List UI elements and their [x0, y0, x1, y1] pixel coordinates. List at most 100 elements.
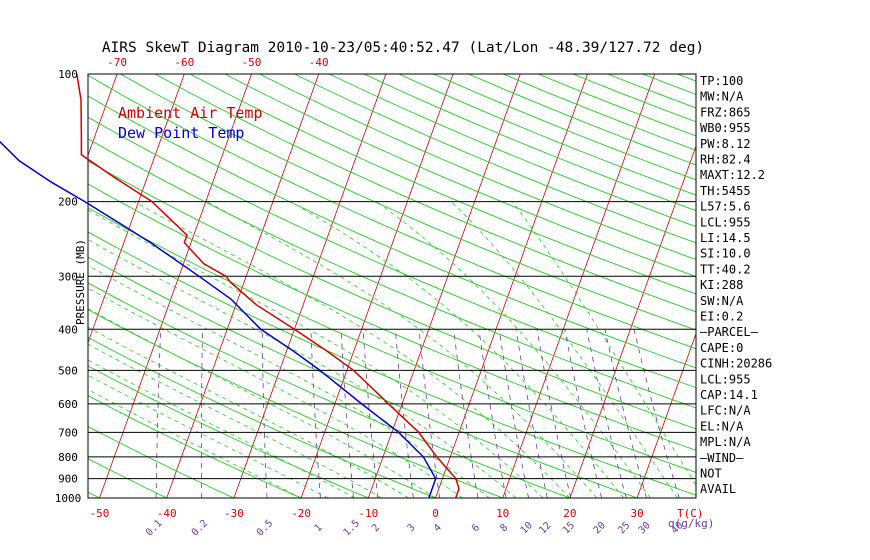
dry-adiabat-line: [88, 160, 696, 430]
moist-adiabat-line: [133, 201, 571, 498]
moist-adiabat-line: [88, 209, 544, 498]
mixing-ratio-tick-label: 20: [592, 520, 608, 536]
mixing-ratio-label: q(g/kg): [668, 517, 714, 530]
dry-adiabat-line: [433, 74, 696, 181]
moist-adiabat-line: [88, 359, 356, 498]
index-label: CINH:20286: [700, 357, 772, 371]
index-label: SW:N/A: [700, 294, 744, 308]
top-temp-tick-label: -50: [242, 56, 262, 69]
dry-adiabat-line: [224, 74, 696, 278]
dry-adiabat-line: [294, 74, 696, 244]
isotherm-line: [233, 74, 387, 498]
bottom-temp-tick-label: 10: [496, 507, 509, 520]
plot-area: [0, 74, 870, 507]
mixing-ratio-line: [418, 329, 440, 498]
y-tick-label: 700: [58, 426, 78, 439]
grid-layer: [0, 73, 870, 507]
bottom-temp-tick-label: -50: [90, 507, 110, 520]
isotherm-line: [502, 74, 656, 498]
index-label: CAP:14.1: [700, 388, 758, 402]
dry-adiabat-line: [88, 207, 696, 473]
dew-point-temp-line: [0, 140, 437, 499]
dry-adiabat-line: [817, 74, 870, 507]
bottom-temp-tick-label: 20: [563, 507, 576, 520]
mixing-ratio-line: [564, 329, 602, 498]
index-label: RH:82.4: [700, 153, 751, 167]
mixing-ratio-line: [340, 329, 354, 498]
isotherm-line: [0, 74, 50, 498]
mixing-ratio-tick-label: 4: [432, 522, 444, 534]
dry-adiabat-line: [88, 116, 696, 389]
moist-adiabat-line: [88, 374, 329, 498]
mixing-ratio-line: [586, 329, 627, 498]
dry-adiabat-line: [851, 74, 870, 507]
mixing-ratio-line: [515, 329, 548, 498]
dry-adiabat-line: [88, 231, 696, 496]
dry-adiabat-line: [88, 458, 168, 498]
moist-adiabat-line: [88, 239, 517, 498]
mixing-ratio-tick-label: 0.1: [144, 518, 165, 539]
y-tick-label: 600: [58, 398, 78, 411]
mixing-ratio-tick-label: 0.5: [255, 518, 276, 539]
mixing-ratio-line: [633, 329, 680, 498]
isotherm-line: [300, 74, 454, 498]
dry-adiabat-line: [88, 426, 235, 498]
dry-adiabat-line: [88, 309, 504, 498]
index-label: TH:5455: [700, 184, 751, 198]
top-temp-tick-label: -60: [174, 56, 194, 69]
dry-adiabat-line: [0, 74, 49, 507]
mixing-ratio-tick-label: 0.2: [190, 518, 211, 539]
text-layer: AIRS SkewT Diagram 2010-10-23/05:40:52.4…: [74, 40, 714, 530]
dry-adiabat-line: [398, 74, 696, 196]
bottom-temp-tick-label: 0: [432, 507, 439, 520]
moist-adiabat-line: [88, 308, 436, 498]
y-tick-label: 500: [58, 364, 78, 377]
top-temp-tick-label: -70: [107, 56, 127, 69]
dry-adiabat-line: [88, 95, 696, 369]
index-label: KI:288: [700, 278, 743, 292]
dry-adiabat-line: [120, 74, 696, 331]
dry-adiabat-line: [782, 74, 870, 507]
y-tick-label: 1000: [55, 492, 82, 505]
y-tick-label: 100: [58, 68, 78, 81]
moist-adiabat-line: [88, 389, 302, 498]
mixing-ratio-line: [604, 329, 647, 498]
isotherm-line: [772, 74, 870, 498]
index-label: NOT: [700, 467, 722, 481]
mixing-ratio-line: [155, 329, 162, 498]
index-label: SI:10.0: [700, 247, 751, 261]
y-tick-label: 300: [58, 270, 78, 283]
moist-adiabat-line: [376, 201, 651, 498]
isotherm-line: [569, 145, 696, 498]
mixing-ratio-tick-label: 10: [519, 520, 535, 536]
plot-border: [87, 73, 697, 499]
bottom-temp-tick-label: -30: [224, 507, 244, 520]
index-label: EL:N/A: [700, 419, 744, 433]
mixing-ratio-tick-label: 2: [370, 522, 382, 534]
index-label: LCL:955: [700, 372, 751, 386]
y-tick-label: 400: [58, 323, 78, 336]
legend-dew-point-temp: Dew Point Temp: [118, 124, 244, 142]
dry-adiabat-line: [189, 74, 696, 295]
bottom-temp-tick-label: -10: [358, 507, 378, 520]
index-label: MAXT:12.2: [700, 168, 765, 182]
dry-adiabat-line: [88, 256, 639, 498]
dry-adiabat-line: [88, 138, 696, 409]
mixing-ratio-tick-label: 12: [537, 520, 553, 536]
index-label: MPL:N/A: [700, 435, 751, 449]
index-label: PW:8.12: [700, 137, 751, 151]
index-label: WB0:955: [700, 121, 751, 135]
index-label: TP:100: [700, 74, 743, 88]
mixing-ratio-tick-label: 30: [637, 520, 653, 536]
y-tick-label: 900: [58, 473, 78, 486]
dry-adiabat-line: [88, 74, 696, 350]
mixing-ratio-tick-label: 8: [498, 522, 510, 534]
index-label: L57:5.6: [700, 200, 751, 214]
dry-adiabat-line: [88, 183, 696, 451]
dry-adiabat-line: [88, 491, 101, 498]
y-tick-label: 200: [58, 196, 78, 209]
index-label: LI:14.5: [700, 231, 751, 245]
bottom-temp-tick-label: 30: [630, 507, 643, 520]
isotherm-line: [99, 74, 252, 498]
